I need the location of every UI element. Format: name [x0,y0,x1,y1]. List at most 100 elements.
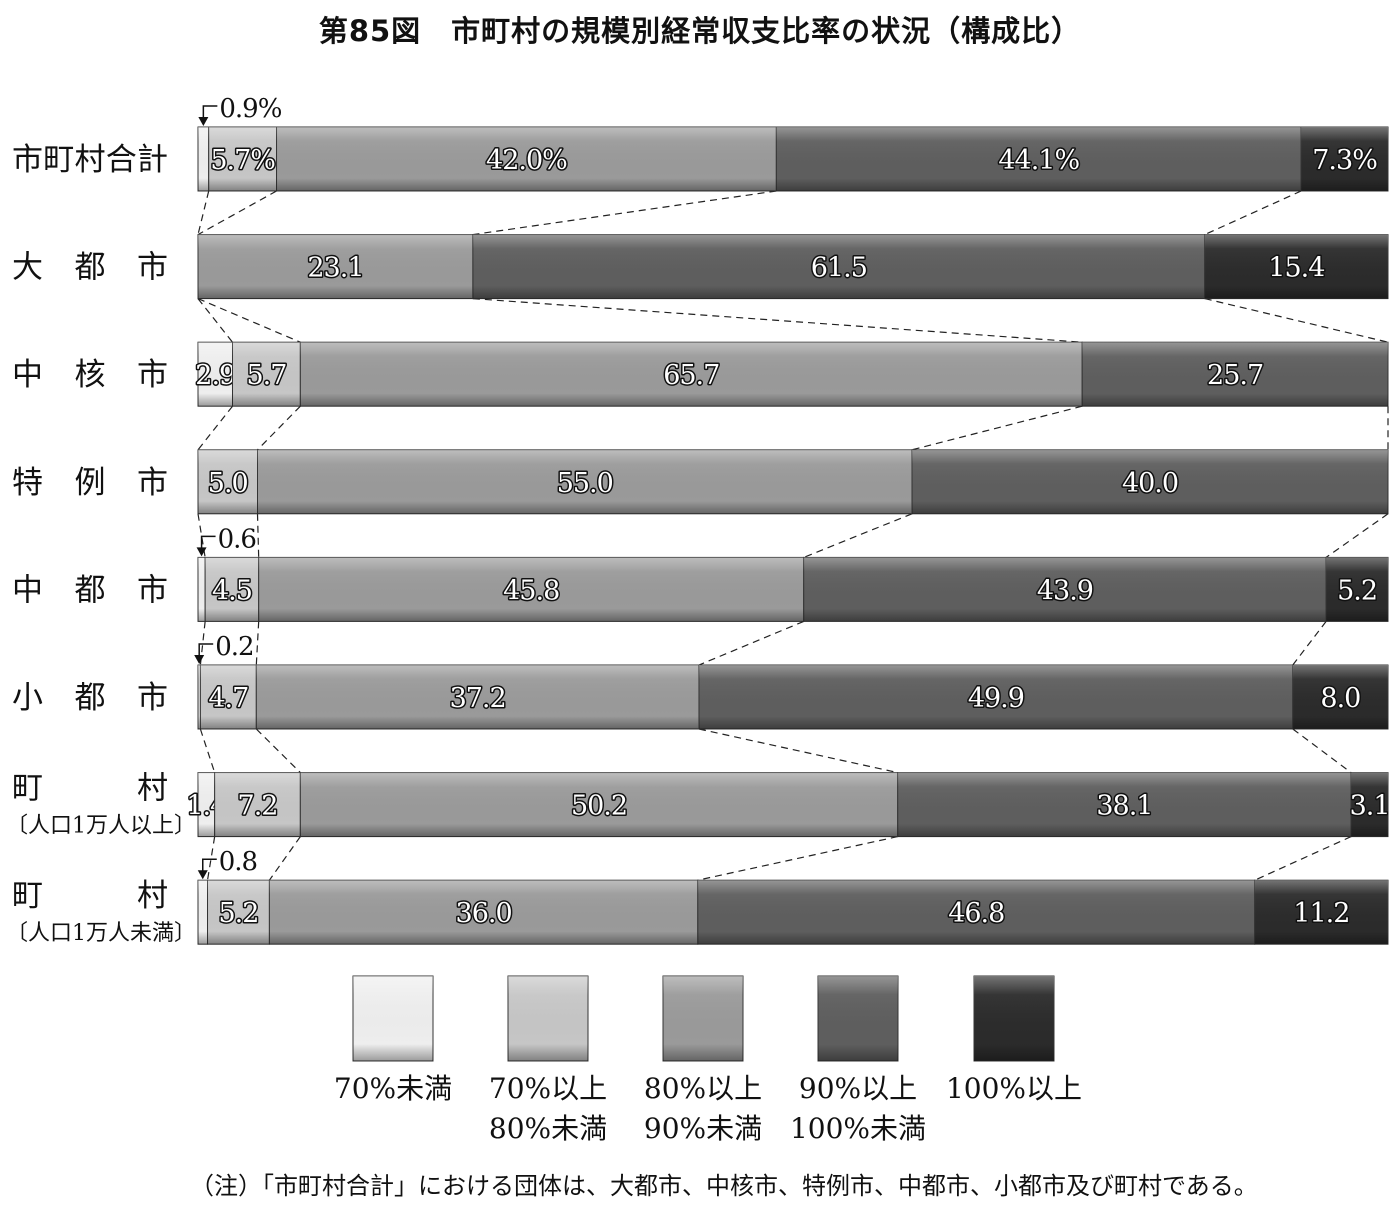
data-label: 61.5 [811,253,867,284]
connector-line [1254,836,1352,881]
bar-segment-shine [698,665,1293,729]
data-label: 4.5 [212,575,252,606]
connector-line [257,405,301,451]
small-value-callout: 0.2 [194,632,255,664]
bar-segment-shine [1326,557,1388,622]
bar-segment-shine [198,234,473,299]
bar-segment-shine [207,880,270,945]
bar-row: 大 都 市 23.1 61.5 15.4 [12,234,1389,300]
bar-segment-shine [198,665,201,729]
bar-segment-shine [198,772,215,837]
connector-line [1204,190,1302,236]
callout-arrowhead [197,870,208,880]
legend-label: 70%未満 [334,1072,452,1105]
bar-segment-shine [198,880,208,945]
connector-line [472,298,1083,343]
data-label: 5.7% [210,145,275,176]
data-label: 40.0 [1122,468,1178,499]
bar-segment-shine [198,557,206,622]
data-label: 0.2 [215,632,253,662]
legend-label: 100%以上 [946,1072,1082,1105]
bar-segment-shine [198,449,258,514]
data-label: 8.0 [1320,683,1360,714]
legend-label: 80%以上 [644,1072,762,1105]
data-label: 44.1% [998,145,1079,176]
data-label: 37.2 [450,683,506,714]
category-label: 中 都 市 [12,572,168,608]
data-label: 0.8 [219,847,257,877]
bar-segment-shine [1351,772,1388,837]
data-label: 0.6 [218,524,256,554]
bar-segment-shine [1082,342,1388,407]
bar-segment-shine [256,665,699,729]
legend-label-line2: 100%未満 [790,1112,926,1145]
connector-line [197,190,210,235]
small-value-callout: 0.9% [198,94,283,126]
callout-leader [198,643,214,659]
connector-line [206,836,216,881]
connector-line [199,728,216,773]
bar-segment-shine [1254,880,1388,945]
connector-line [256,513,260,558]
legend-item: 80%以上 90%未満 [644,975,762,1145]
data-label: 42.0% [486,145,567,176]
category-label: 特 例 市 [12,465,168,501]
legend-swatch-shine [508,976,588,1061]
data-label: 7.3% [1312,145,1377,176]
data-label: 15.4 [1268,253,1324,284]
data-label: 5.0 [208,468,248,499]
bar-row: 小 都 市 0.2 4.7 37.2 49.9 8.0 [12,632,1389,730]
bar-segment-shine [897,772,1352,837]
bar-row: 中 都 市 0.6 4.5 45.8 43.9 5.2 [12,524,1389,622]
chart-title: 第85図 市町村の規模別経常収支比率の状況（構成比） [318,14,1082,48]
legend-label: 90%以上 [799,1072,917,1105]
bar-segment-shine [1301,127,1388,191]
connector-line [697,836,898,881]
connector-line [197,298,233,343]
bar-segment-shine [300,772,898,837]
legend-label-line2: 90%未満 [644,1112,762,1145]
legend-swatch-shine [974,976,1054,1061]
data-label: 0.9% [219,94,281,124]
footnote: （注）「市町村合計」における団体は、大都市、中核市、特例市、中都市、小都市及び町… [190,1172,1258,1200]
data-label: 55.0 [557,468,613,499]
connector-line [698,620,804,666]
bar-row: 町 村〔人口1万人未満〕 0.8 5.2 36.0 46.8 11.2 [6,847,1389,946]
connector-line [1292,728,1352,774]
callout-arrowhead [194,655,205,664]
connector-line [255,728,301,774]
legend-item: 70%未満 [334,975,452,1105]
data-label: 36.0 [456,898,512,929]
callout-arrowhead [198,117,209,126]
bar-segment-shine [258,557,804,622]
connector-line [197,298,301,343]
data-label: 2.9 [195,360,235,391]
data-label: 38.1 [1096,791,1152,822]
category-label: 小 都 市 [12,680,168,716]
bar-segment-shine [208,127,277,191]
data-label: 65.7 [663,360,719,391]
category-label: 中 核 市 [12,357,168,393]
connector-line [197,190,277,236]
connector-line [698,728,898,774]
data-label: 50.2 [571,791,627,822]
category-label: 市町村合計 [12,142,168,178]
bar-segment-shine [300,342,1083,407]
bar-segment-shine [472,234,1205,299]
callout-leader [202,858,217,875]
data-label: 46.8 [948,898,1004,929]
callout-arrowhead [196,547,207,557]
connector-line [1292,621,1327,666]
connector-line [268,836,301,881]
connector-line [197,405,233,451]
data-label: 11.2 [1293,898,1349,929]
data-label: 5.2 [218,898,258,929]
bar-segment-shine [232,342,301,407]
callout-leader [202,105,218,121]
category-label: 町 村 [12,771,168,807]
connector-line [472,190,777,236]
connector-line [803,513,913,558]
data-label: 43.9 [1037,575,1093,606]
connector-line [911,405,1083,451]
bar-segment-shine [269,880,698,945]
